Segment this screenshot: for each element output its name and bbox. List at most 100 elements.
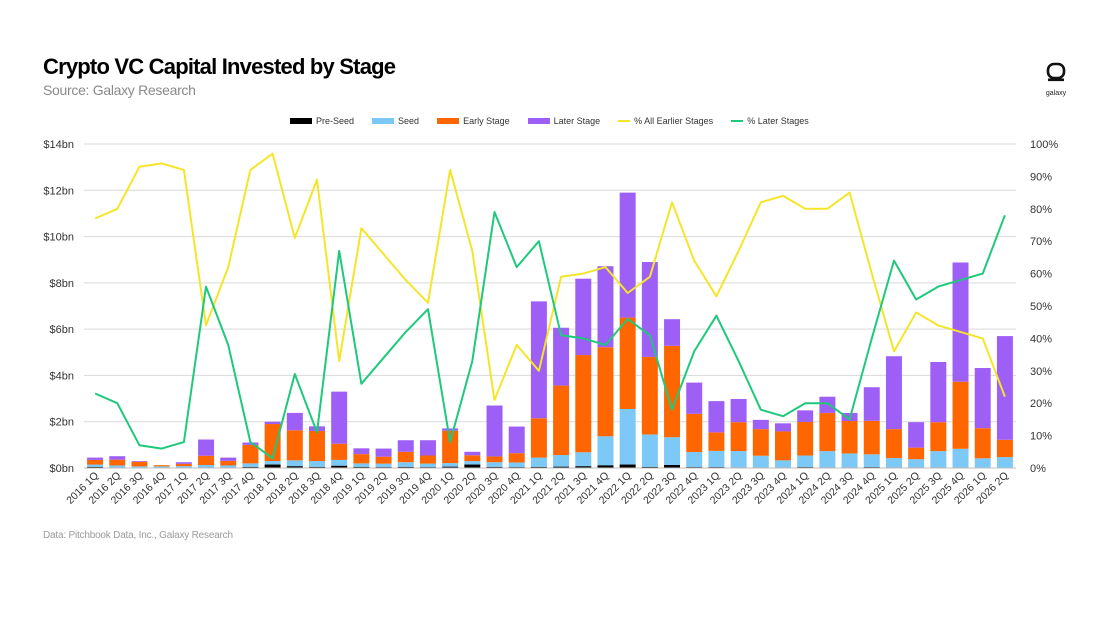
bar-early-stage xyxy=(442,430,459,464)
bar-later-stage xyxy=(109,456,126,460)
y-left-tick-label: $4bn xyxy=(50,370,74,382)
bar-seed xyxy=(486,462,503,467)
bar-later-stage xyxy=(464,451,481,456)
legend-label-later-stage: Later Stage xyxy=(553,116,601,126)
y-right-tick-label: 80% xyxy=(1030,204,1052,216)
legend-item-pct-earlier: % All Earlier Stages xyxy=(618,116,713,126)
bar-early-stage xyxy=(309,430,325,462)
bar-seed xyxy=(419,463,436,468)
line--all-earlier-stages xyxy=(94,152,1006,401)
legend-label-early-stage: Early Stage xyxy=(463,116,510,126)
bar-seed xyxy=(220,465,237,468)
bar-seed xyxy=(353,463,370,467)
bar-pre-seed xyxy=(309,466,325,468)
bar-seed xyxy=(242,463,259,467)
legend-item-early-stage: Early Stage xyxy=(437,116,510,126)
legend-label-seed: Seed xyxy=(398,116,420,126)
legend-label-pre-seed: Pre-Seed xyxy=(316,116,355,126)
bar-pre-seed xyxy=(264,464,281,468)
bar-early-stage xyxy=(131,461,148,467)
bar-seed xyxy=(375,463,392,468)
bar-pre-seed xyxy=(641,466,658,468)
bar-early-stage xyxy=(175,463,192,467)
bar-seed xyxy=(442,463,459,467)
bar-pre-seed xyxy=(442,466,459,468)
y-right-tick-label: 100% xyxy=(1030,139,1058,151)
bar-pre-seed xyxy=(286,466,303,468)
bar-seed xyxy=(264,461,281,465)
bar-early-stage xyxy=(553,385,570,456)
bar-later-stage xyxy=(619,192,636,318)
legend-item-pre-seed: Pre-Seed xyxy=(290,116,354,126)
bar-early-stage xyxy=(974,428,991,459)
bar-early-stage xyxy=(87,459,104,465)
bar-early-stage xyxy=(952,381,969,449)
bar-later-stage xyxy=(974,368,991,429)
bar-later-stage xyxy=(286,412,303,431)
bar-seed xyxy=(87,464,104,467)
bar-later-stage xyxy=(908,422,925,448)
bar-pre-seed xyxy=(464,464,481,468)
bar-pre-seed xyxy=(242,466,259,468)
y-left-tick-label: $10bn xyxy=(43,232,74,244)
bar-seed xyxy=(952,448,969,468)
legend-item-later-stage: Later Stage xyxy=(527,116,601,126)
bar-pre-seed xyxy=(397,466,414,468)
y-right-tick-label: 20% xyxy=(1030,398,1052,410)
bar-early-stage xyxy=(220,460,237,466)
y-left-tick-label: $6bn xyxy=(50,324,74,336)
y-left-tick-label: $8bn xyxy=(50,278,74,290)
line--later-stages xyxy=(94,211,1006,460)
legend-swatch-early-stage xyxy=(437,118,460,124)
bar-seed xyxy=(575,452,592,467)
bar-later-stage xyxy=(885,356,902,430)
bar-pre-seed xyxy=(619,464,636,468)
legend-item-pct-later: % Later Stages xyxy=(731,116,809,126)
bar-later-stage xyxy=(819,396,836,413)
bar-later-stage xyxy=(775,423,791,432)
y-right-tick-label: 40% xyxy=(1030,333,1052,345)
bar-seed xyxy=(331,459,348,466)
bar-seed xyxy=(286,460,303,467)
bar-early-stage xyxy=(419,455,436,464)
y-right-tick-label: 90% xyxy=(1030,171,1052,183)
bar-seed xyxy=(797,455,814,468)
bar-later-stage xyxy=(730,399,747,423)
bar-later-stage xyxy=(708,401,725,433)
galaxy-logo-icon xyxy=(1046,62,1066,82)
bar-early-stage xyxy=(908,447,925,460)
bar-seed xyxy=(708,450,725,468)
y-right-tick-label: 60% xyxy=(1030,269,1052,281)
bar-early-stage xyxy=(708,432,725,451)
bar-seed xyxy=(841,453,858,468)
bar-later-stage xyxy=(242,442,259,445)
bar-later-stage xyxy=(442,428,459,431)
bar-seed xyxy=(996,457,1013,468)
bar-later-stage xyxy=(375,448,392,457)
bar-later-stage xyxy=(198,439,215,456)
bar-seed xyxy=(775,460,791,468)
bar-early-stage xyxy=(641,356,658,435)
logo-wordmark: galaxy xyxy=(1045,90,1067,97)
bar-later-stage xyxy=(553,327,570,386)
bar-pre-seed xyxy=(87,466,104,468)
chart-legend: Pre-Seed Seed Early Stage Later Stage % … xyxy=(290,116,809,126)
legend-swatch-pct-later xyxy=(731,120,744,122)
bar-early-stage xyxy=(153,465,170,467)
bar-later-stage xyxy=(597,266,614,348)
bar-seed xyxy=(508,462,525,468)
bar-seed xyxy=(819,451,836,468)
bar-seed xyxy=(153,466,170,468)
bar-seed xyxy=(397,462,414,467)
bar-later-stage xyxy=(175,462,192,464)
bar-seed xyxy=(198,464,215,468)
bar-pre-seed xyxy=(353,466,370,468)
bar-early-stage xyxy=(575,355,592,453)
bar-pre-seed xyxy=(553,466,570,468)
bar-later-stage xyxy=(664,319,681,346)
bar-early-stage xyxy=(619,317,636,409)
bar-later-stage xyxy=(508,426,525,454)
bar-early-stage xyxy=(752,429,769,456)
bar-seed xyxy=(619,408,636,465)
bar-later-stage xyxy=(419,440,436,456)
